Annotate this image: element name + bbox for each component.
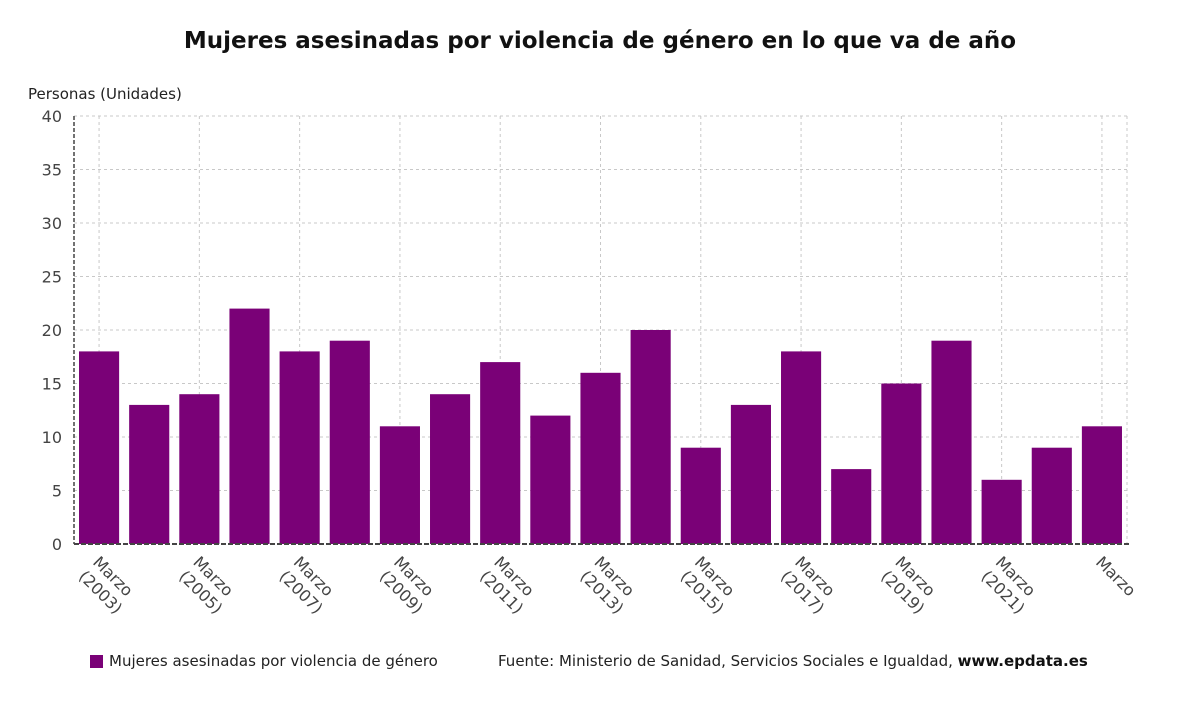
x-tick-label: Marzo(2003)	[75, 552, 137, 617]
legend-swatch	[90, 654, 103, 668]
x-tick-label: Marzo(2015)	[677, 552, 739, 617]
bar	[981, 479, 1022, 544]
x-tick-label: Marzo(2009)	[376, 552, 438, 617]
x-tick-labels: Marzo(2003) Marzo(2005) Marzo(2007) Marzo(2…	[75, 552, 1140, 617]
bar	[881, 383, 922, 544]
bar	[530, 415, 571, 544]
bar	[480, 362, 521, 544]
source-site-link[interactable]: www.epdata.es	[957, 652, 1088, 670]
x-tick-label: Marzo(2011)	[476, 552, 538, 617]
y-tick-label: 0	[52, 535, 62, 554]
bar	[831, 469, 872, 544]
legend: Mujeres asesinadas por violencia de géne…	[90, 652, 438, 670]
x-tick-label-line: Marzo	[1092, 552, 1140, 600]
legend-label: Mujeres asesinadas por violencia de géne…	[109, 652, 438, 670]
bar	[1081, 426, 1122, 544]
y-tick-label: 35	[42, 161, 62, 180]
y-tick-label: 5	[52, 482, 62, 501]
bar	[329, 340, 370, 544]
bar	[630, 330, 671, 544]
page-title: Mujeres asesinadas por violencia de géne…	[183, 28, 1017, 54]
x-tick-label: Marzo	[1092, 552, 1140, 600]
bar	[279, 351, 320, 544]
x-tick-label: Marzo(2013)	[576, 552, 638, 617]
x-tick-label: Marzo(2019)	[877, 552, 939, 617]
x-tick-label: Marzo(2017)	[777, 552, 839, 617]
x-tick-label: Marzo(2005)	[175, 552, 237, 617]
axes	[73, 116, 1129, 545]
x-tick-label: Marzo(2021)	[978, 552, 1040, 617]
y-tick-label: 15	[42, 375, 62, 394]
y-tick-label: 20	[42, 321, 62, 340]
y-tick-label: 25	[42, 268, 62, 287]
source-note: Fuente: Ministerio de Sanidad, Servicios…	[498, 652, 1088, 670]
source-text: Fuente: Ministerio de Sanidad, Servicios…	[498, 652, 958, 670]
bar	[229, 308, 270, 544]
bar	[129, 404, 170, 544]
bar	[680, 447, 721, 544]
y-tick-labels: 0 5 10 15 20 25 30 35 40	[42, 107, 62, 554]
bar	[179, 394, 220, 544]
x-tick-label: Marzo(2007)	[276, 552, 338, 617]
y-tick-label: 40	[42, 107, 62, 126]
y-axis-label: Personas (Unidades)	[28, 85, 182, 103]
bar	[931, 340, 972, 544]
bars	[79, 308, 1122, 544]
bar	[730, 404, 771, 544]
y-tick-label: 30	[42, 214, 62, 233]
bar	[580, 372, 621, 544]
bar	[79, 351, 120, 544]
y-tick-label: 10	[42, 428, 62, 447]
bar	[781, 351, 822, 544]
bar	[430, 394, 471, 544]
bar	[1031, 447, 1072, 544]
bar	[379, 426, 420, 544]
